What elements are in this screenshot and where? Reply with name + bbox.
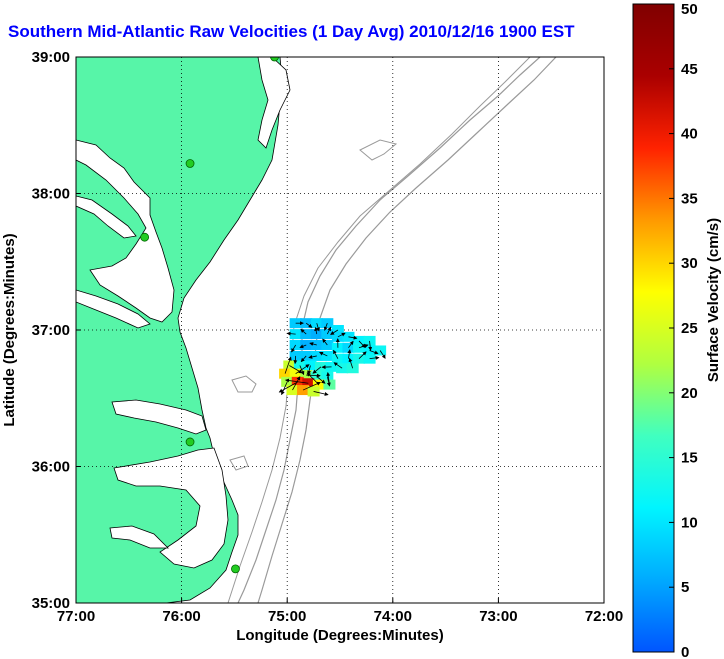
velocity-vector [312,366,322,374]
albemarle-sound [111,399,207,435]
x-tick-label: 74:00 [374,608,412,625]
colorbar-ticks: 0 5 10 15 20 25 30 35 40 45 50 [669,1,698,659]
velocity-vector [369,355,380,360]
colorbar-tick-label: 5 [681,579,689,596]
x-tick-label: 77:00 [57,608,95,625]
velocity-vector [309,342,317,346]
colorbar-tick-label: 45 [681,61,698,78]
velocity-vector [369,350,379,355]
delaware-bay [257,57,291,149]
x-tick-label: 76:00 [162,608,200,625]
velocity-vector [326,326,332,335]
bathymetry-contour [231,375,257,393]
velocity-vector [286,331,296,336]
velocity-vector [323,323,328,331]
colorbar-tick-label: 20 [681,385,698,402]
hf-radar-stations [140,57,279,574]
station-marker [185,159,195,168]
velocity-vector [300,328,307,335]
pamlico-sound [113,447,229,569]
velocity-vector [308,354,317,359]
velocity-vector [291,344,296,353]
velocity-vector [368,340,373,351]
bathymetry-contour [229,455,249,471]
colorbar-tick-label: 10 [681,514,698,531]
colorbar-tick-label: 30 [681,255,698,272]
velocity-vector [292,376,301,391]
station-marker [185,437,195,447]
colorbar-tick-label: 40 [681,126,698,143]
colorbar-tick-label: 25 [681,320,698,337]
x-axis-title: Longitude (Degrees:Minutes) [236,627,444,644]
velocity-vector [299,365,305,376]
y-tick-label: 36:00 [32,459,70,476]
bathymetry-contour [257,57,557,603]
velocity-vector [314,326,319,335]
velocity-vector [300,355,307,363]
velocity-vector [319,351,328,357]
station-marker [140,232,150,242]
velocity-vector [333,362,343,369]
bathymetry-contour [237,57,541,603]
chesapeake-bay [76,139,175,323]
y-tick-label: 38:00 [32,186,70,203]
velocity-vector [284,356,292,374]
velocity-vector [302,381,321,391]
velocity-vector [348,357,354,369]
x-tick-label: 75:00 [268,608,306,625]
y-tick-label: 39:00 [32,49,70,66]
potomac-river [76,195,137,239]
velocity-vector [379,350,386,359]
velocity-vector [313,391,329,396]
velocity-vector [326,371,331,385]
x-tick-label: 72:00 [585,608,623,625]
velocity-vector [289,365,303,374]
colorbar-tick-label: 50 [681,1,698,18]
station-marker [270,57,279,62]
x-tick-label: 73:00 [479,608,517,625]
neuse-river [109,525,169,549]
map-grid [76,57,604,603]
map-title: Southern Mid-Atlantic Raw Velocities (1 … [8,22,575,41]
velocity-vector [330,329,339,335]
velocity-field [278,318,387,397]
velocity-vector [347,349,352,359]
y-axis-ticks: 35:00 36:00 37:00 38:00 39:00 [32,49,81,612]
colorbar-tick-label: 15 [681,450,698,467]
velocity-vector [358,351,367,359]
velocity-vector [281,381,288,396]
velocity-vector [333,349,339,359]
y-axis-title: Latitude (Degrees:Minutes) [1,233,18,426]
bathymetry-contour [227,57,531,603]
station-marker [231,564,240,574]
colorbar [632,3,675,653]
velocity-vector [358,344,369,349]
velocity-vector [316,376,326,384]
velocity-vector [348,340,354,348]
y-tick-label: 37:00 [32,322,70,339]
velocity-vector [299,344,307,349]
velocity-vector [295,364,310,375]
colorbar-tick-label: 0 [681,644,689,659]
velocity-vector [337,332,346,338]
x-axis-ticks: 77:00 76:00 75:00 74:00 73:00 72:00 [57,598,623,625]
james-river [76,289,151,329]
velocity-vector [278,381,298,393]
colorbar-label: Surface Velocity (cm/s) [705,218,722,382]
velocity-vector [305,322,313,328]
bathymetry-contour [359,139,398,161]
velocity-vector [322,338,328,346]
colorbar-tick-label: 35 [681,190,698,207]
y-tick-label: 35:00 [32,595,70,612]
velocity-vector [348,335,358,340]
velocity-vector [293,355,298,365]
